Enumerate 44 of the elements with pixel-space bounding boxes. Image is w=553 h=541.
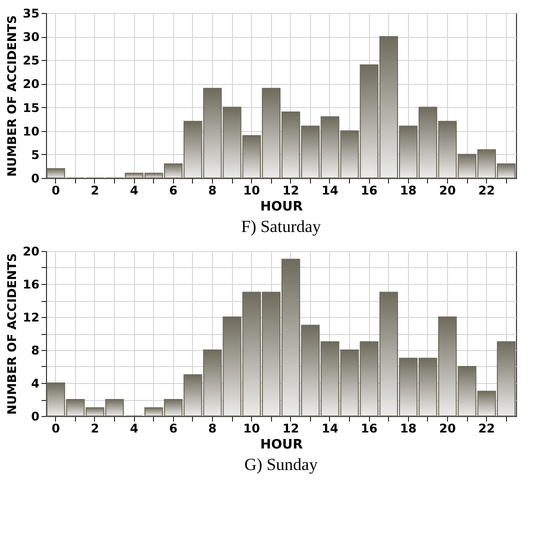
x-tick-label: 4 <box>130 422 138 436</box>
y-tick-label: 0 <box>31 172 40 186</box>
x-axis-title: HOUR <box>260 438 303 452</box>
y-tick-label: 20 <box>22 244 40 258</box>
x-tick-label: 8 <box>208 184 217 198</box>
x-tick-label: 10 <box>243 184 260 198</box>
x-tick-label: 18 <box>400 422 417 436</box>
x-axis-title: HOUR <box>260 200 303 214</box>
y-tick-label: 12 <box>22 310 40 324</box>
text: G) Sunday <box>244 455 318 474</box>
x-tick-label: 8 <box>208 422 217 436</box>
x-tick-label: 14 <box>322 422 338 436</box>
y-tick-label: 8 <box>31 344 40 358</box>
x-tick-label: 6 <box>169 184 178 198</box>
x-tick-label: 16 <box>360 422 378 436</box>
x-tick-label: 22 <box>478 184 495 198</box>
y-tick-label: 16 <box>22 278 40 292</box>
x-tick-label: 0 <box>52 184 60 198</box>
y-tick-label: 5 <box>31 148 40 162</box>
x-tick-label: 18 <box>400 184 417 198</box>
x-tick-label: 0 <box>52 422 60 436</box>
x-tick-label: 12 <box>282 184 300 198</box>
y-tick-label: 30 <box>22 30 40 44</box>
x-tick-label: 6 <box>169 422 178 436</box>
x-tick-label: 22 <box>478 422 495 436</box>
x-tick-label: 4 <box>130 184 138 198</box>
y-axis-title: NUMBER OF ACCIDENTS <box>4 253 19 415</box>
x-tick-label: 10 <box>243 422 260 436</box>
y-tick-label: 20 <box>22 77 40 92</box>
x-tick-label: 2 <box>90 422 100 436</box>
y-tick-label: 0 <box>31 410 40 424</box>
x-tick-label: 16 <box>360 184 378 198</box>
y-tick-label: 15 <box>22 100 40 115</box>
x-tick-label: 20 <box>439 422 456 436</box>
y-tick-label: 35 <box>22 6 40 20</box>
y-axis-title: NUMBER OF ACCIDENTS <box>4 15 19 177</box>
text: F) Saturday <box>241 217 322 236</box>
x-tick-label: 14 <box>322 184 338 198</box>
y-tick-label: 25 <box>22 54 40 68</box>
y-tick-label: 10 <box>22 124 40 138</box>
x-tick-label: 20 <box>439 184 456 198</box>
x-tick-label: 12 <box>282 422 300 436</box>
y-tick-label: 4 <box>31 376 40 390</box>
x-tick-label: 2 <box>90 184 100 198</box>
